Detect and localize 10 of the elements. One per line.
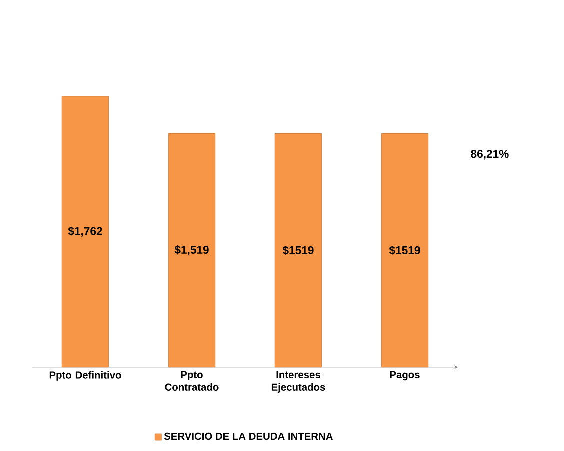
x-tick-label: Ppto Definitivo <box>50 371 122 381</box>
data-label: $1519 <box>282 246 314 256</box>
legend-label: SERVICIO DE LA DEUDA INTERNA <box>164 432 333 440</box>
x-tick-label: Ppto Contratado <box>165 371 219 391</box>
data-label: $1,519 <box>174 245 209 256</box>
data-label: $1519 <box>389 246 420 256</box>
x-tick-label: Intereses Ejecutados <box>272 371 326 393</box>
text: 86,21% <box>471 150 509 160</box>
x-tick-label: Pagos <box>390 371 420 380</box>
data-label: $1,762 <box>68 226 102 237</box>
